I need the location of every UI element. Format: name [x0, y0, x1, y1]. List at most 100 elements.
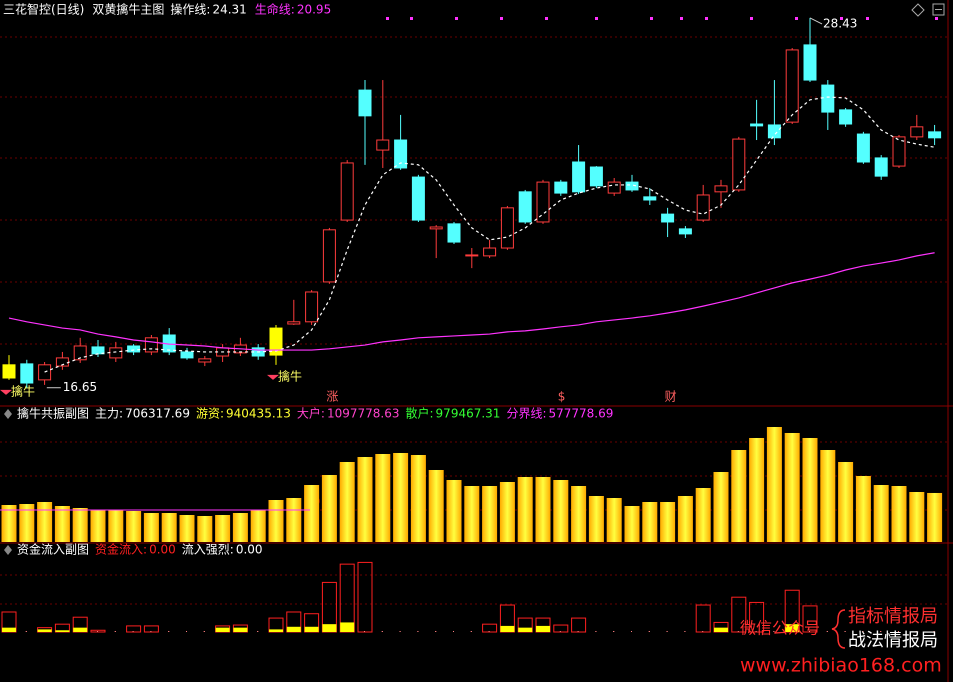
bar	[268, 499, 284, 542]
bar	[826, 631, 828, 632]
bar	[588, 495, 604, 542]
bar	[809, 631, 810, 632]
bar	[873, 484, 889, 542]
watermark-url: www.zhibiao168.com	[740, 655, 942, 677]
bar	[595, 631, 597, 632]
bar	[713, 471, 729, 542]
bar	[428, 469, 444, 542]
signal-dots	[386, 17, 938, 20]
bar	[37, 501, 53, 542]
bar	[666, 631, 668, 632]
legend-value: 0.00	[236, 543, 263, 557]
candle-body	[180, 351, 194, 359]
candle-body	[269, 327, 283, 356]
bar	[820, 449, 836, 542]
bar	[624, 505, 640, 542]
bar	[381, 631, 383, 632]
bar	[286, 626, 301, 632]
legend-label: 流入强烈:	[182, 543, 234, 557]
bar	[126, 510, 142, 542]
candle-body	[411, 176, 425, 221]
candle-body	[500, 207, 514, 249]
bar	[37, 629, 52, 632]
bar	[340, 622, 355, 632]
bar	[559, 631, 561, 632]
candle-body	[358, 89, 372, 117]
chart-title: 双黄擒牛主图	[92, 2, 164, 17]
chart-title: 擒牛共振副图	[17, 406, 89, 421]
event-label: 财	[665, 390, 677, 404]
watermark-line2: 战法情报局	[848, 630, 938, 651]
high-pointer	[809, 17, 823, 25]
readout-value: 979467.31	[436, 407, 501, 421]
bar	[322, 624, 337, 632]
bar	[648, 631, 650, 632]
candle-body	[732, 138, 746, 191]
bar	[488, 631, 490, 632]
bar	[357, 456, 373, 542]
candle-body	[536, 181, 550, 223]
candle-body	[322, 229, 336, 283]
signal-icon	[267, 374, 279, 380]
bar	[838, 461, 854, 542]
bar	[197, 515, 213, 542]
candle-body	[821, 84, 835, 113]
bar	[72, 507, 88, 542]
readout-label: 大户:	[297, 406, 325, 421]
bar	[393, 452, 409, 542]
bar	[215, 627, 230, 632]
bar	[203, 631, 205, 632]
bar	[150, 631, 152, 632]
legend-value: 706317.69	[125, 407, 190, 421]
candle-body	[750, 123, 764, 127]
candle-body	[874, 157, 888, 177]
legend-label: 资金流入:	[95, 542, 147, 557]
candle-body	[127, 345, 141, 353]
signal-icon	[0, 389, 12, 395]
bar	[642, 501, 658, 542]
readout-label: 散户:	[406, 406, 434, 421]
bar	[855, 475, 871, 542]
bar	[714, 627, 728, 632]
candle-body	[198, 358, 212, 363]
bar	[677, 495, 693, 542]
bar	[684, 631, 686, 632]
bar	[186, 631, 187, 632]
bar	[660, 501, 676, 542]
bar	[891, 485, 907, 542]
bar	[731, 449, 747, 542]
bar	[695, 487, 711, 542]
candle-body	[465, 254, 479, 257]
bar	[518, 627, 533, 632]
candle-body	[928, 131, 942, 139]
bar	[25, 631, 27, 632]
bar	[269, 629, 283, 632]
candle-body	[518, 191, 532, 223]
bar	[577, 631, 579, 632]
bar	[862, 631, 864, 632]
readout-label: 分界线:	[506, 407, 546, 421]
bar	[161, 512, 177, 542]
bar	[482, 485, 498, 542]
legend-label: 操作线:	[170, 2, 210, 17]
bar	[19, 503, 35, 542]
candle-body	[376, 139, 390, 151]
candle-body	[910, 126, 924, 138]
bar	[233, 627, 248, 632]
bar	[73, 627, 88, 632]
bar	[375, 453, 391, 542]
legend-label: 生命线:	[255, 2, 295, 17]
bar	[898, 631, 899, 632]
candle-body	[767, 124, 781, 139]
bar	[2, 627, 16, 632]
diamond-icon[interactable]	[911, 3, 925, 17]
bar	[755, 631, 757, 632]
candle-body	[803, 44, 817, 81]
panel-icon[interactable]	[932, 3, 945, 16]
bar	[500, 625, 515, 632]
readout-label: 游资:	[196, 407, 224, 421]
bar	[784, 432, 800, 542]
candle-body	[856, 133, 870, 163]
bar	[499, 481, 515, 542]
